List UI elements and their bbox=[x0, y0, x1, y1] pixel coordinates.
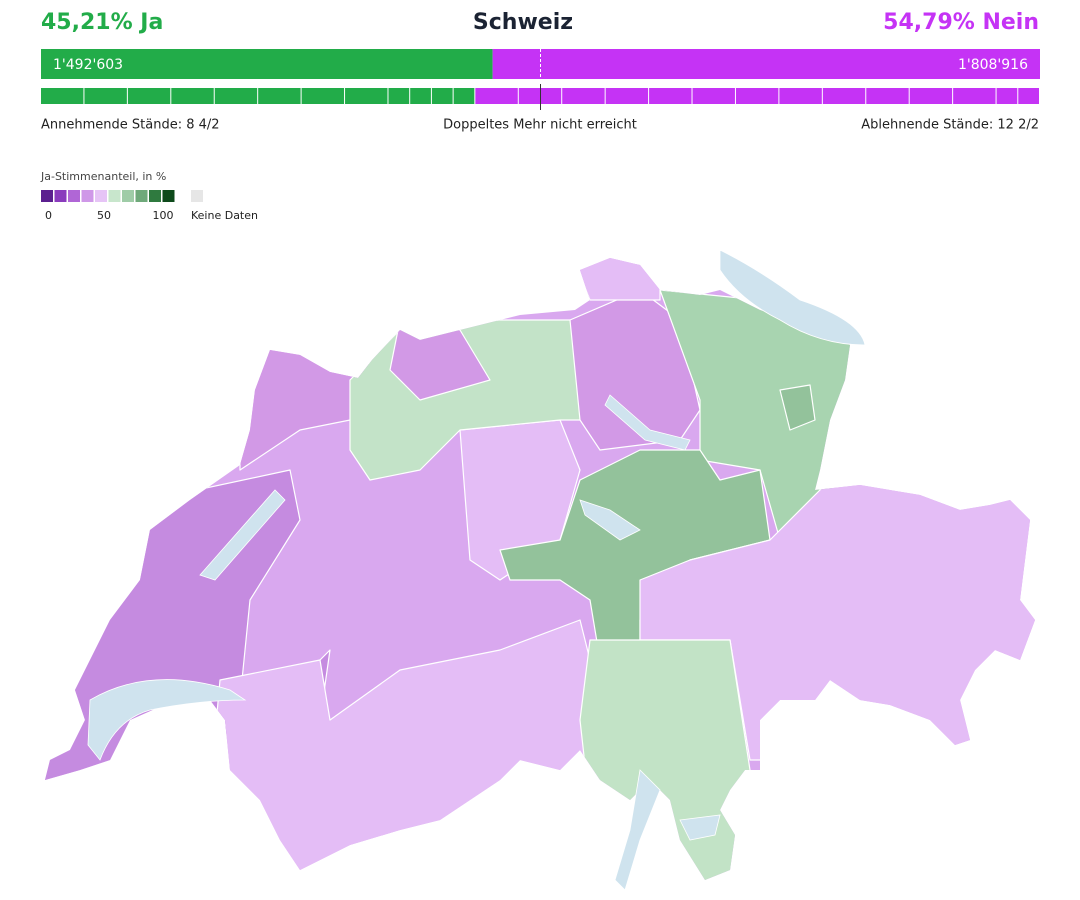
canton-segment bbox=[692, 88, 735, 104]
legend-swatch bbox=[108, 190, 121, 202]
legend-tick-label: 100 bbox=[153, 209, 174, 222]
legend-no-data bbox=[191, 190, 203, 202]
canton-segment bbox=[735, 88, 779, 104]
canton-segment bbox=[388, 88, 410, 104]
legend-swatch bbox=[54, 190, 67, 202]
canton-segment bbox=[127, 88, 171, 104]
canton-segment bbox=[301, 88, 345, 104]
region-title: Schweiz bbox=[473, 10, 573, 35]
region-appenzell bbox=[779, 384, 816, 431]
region-ticino bbox=[579, 639, 751, 880]
lake bbox=[679, 814, 721, 841]
legend-tick-label: 0 bbox=[45, 209, 52, 222]
no-votes-bar bbox=[492, 49, 1040, 79]
canton-segment bbox=[779, 88, 822, 104]
canton-segment bbox=[822, 88, 866, 104]
canton-segment bbox=[258, 88, 301, 104]
canton-segment bbox=[649, 88, 692, 104]
legend-swatch bbox=[95, 190, 107, 202]
canton-segment bbox=[475, 88, 518, 104]
map bbox=[45, 258, 1035, 880]
lake bbox=[579, 499, 641, 541]
canton-segment bbox=[171, 88, 214, 104]
yes-share: 45,21% Ja bbox=[41, 10, 163, 35]
canton-segment bbox=[410, 88, 431, 104]
legend-swatch bbox=[68, 190, 80, 202]
yes-cantons-label: Annehmende Stände: 8 4/2 bbox=[41, 118, 220, 133]
legend-swatch bbox=[149, 190, 161, 202]
canton-segment bbox=[909, 88, 953, 104]
legend-title: Ja-Stimmenanteil, in % bbox=[40, 170, 166, 183]
legend-swatch bbox=[162, 190, 175, 202]
canton-segment bbox=[41, 88, 84, 104]
lake bbox=[719, 249, 866, 346]
yes-votes-label: 1'492'603 bbox=[53, 57, 123, 73]
legend-swatch bbox=[41, 190, 53, 202]
lake bbox=[604, 394, 691, 451]
legend-tick-label: 50 bbox=[97, 209, 111, 222]
canton-segment bbox=[866, 88, 909, 104]
canton-segment bbox=[562, 88, 605, 104]
lake bbox=[199, 489, 286, 581]
no-votes-label: 1'808'916 bbox=[958, 57, 1028, 73]
canton-segment bbox=[345, 88, 388, 104]
lakes bbox=[87, 249, 866, 891]
canton-segment bbox=[84, 88, 127, 104]
majority-label: Doppeltes Mehr nicht erreicht bbox=[443, 118, 637, 133]
legend-swatch bbox=[135, 190, 148, 202]
lake bbox=[87, 679, 247, 761]
canton-segment bbox=[996, 88, 1018, 104]
yes-votes-bar bbox=[41, 49, 493, 79]
no-share: 54,79% Nein bbox=[883, 10, 1039, 35]
legend-swatch bbox=[81, 190, 94, 202]
canton-segment bbox=[953, 88, 996, 104]
legend-swatch bbox=[122, 190, 134, 202]
no-cantons-label: Ablehnende Stände: 12 2/2 bbox=[861, 118, 1039, 133]
region-schaffhausen bbox=[569, 258, 661, 301]
canton-segment bbox=[453, 88, 475, 104]
canton-segment bbox=[605, 88, 649, 104]
canton-segment bbox=[214, 88, 258, 104]
no-data-label: Keine Daten bbox=[191, 209, 258, 222]
canton-segment bbox=[431, 88, 453, 104]
canton-segment bbox=[1018, 88, 1039, 104]
lake bbox=[614, 769, 661, 891]
